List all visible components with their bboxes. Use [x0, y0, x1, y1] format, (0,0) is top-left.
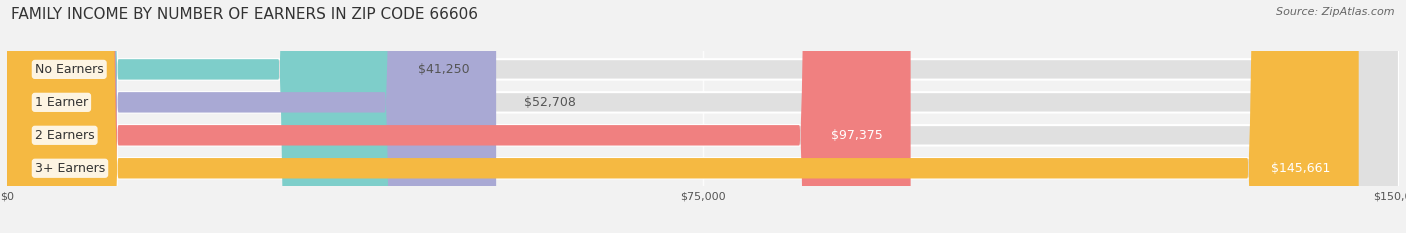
FancyBboxPatch shape — [7, 0, 1399, 233]
FancyBboxPatch shape — [7, 0, 496, 233]
FancyBboxPatch shape — [7, 0, 1358, 233]
Text: 3+ Earners: 3+ Earners — [35, 162, 105, 175]
FancyBboxPatch shape — [7, 0, 1399, 233]
Text: $145,661: $145,661 — [1271, 162, 1331, 175]
Text: Source: ZipAtlas.com: Source: ZipAtlas.com — [1277, 7, 1395, 17]
FancyBboxPatch shape — [7, 0, 1399, 233]
Text: $97,375: $97,375 — [831, 129, 883, 142]
Text: $41,250: $41,250 — [418, 63, 470, 76]
Text: 2 Earners: 2 Earners — [35, 129, 94, 142]
FancyBboxPatch shape — [7, 0, 389, 233]
FancyBboxPatch shape — [7, 0, 911, 233]
Text: FAMILY INCOME BY NUMBER OF EARNERS IN ZIP CODE 66606: FAMILY INCOME BY NUMBER OF EARNERS IN ZI… — [11, 7, 478, 22]
Text: No Earners: No Earners — [35, 63, 104, 76]
Text: $52,708: $52,708 — [524, 96, 576, 109]
Text: 1 Earner: 1 Earner — [35, 96, 89, 109]
FancyBboxPatch shape — [7, 0, 1399, 233]
